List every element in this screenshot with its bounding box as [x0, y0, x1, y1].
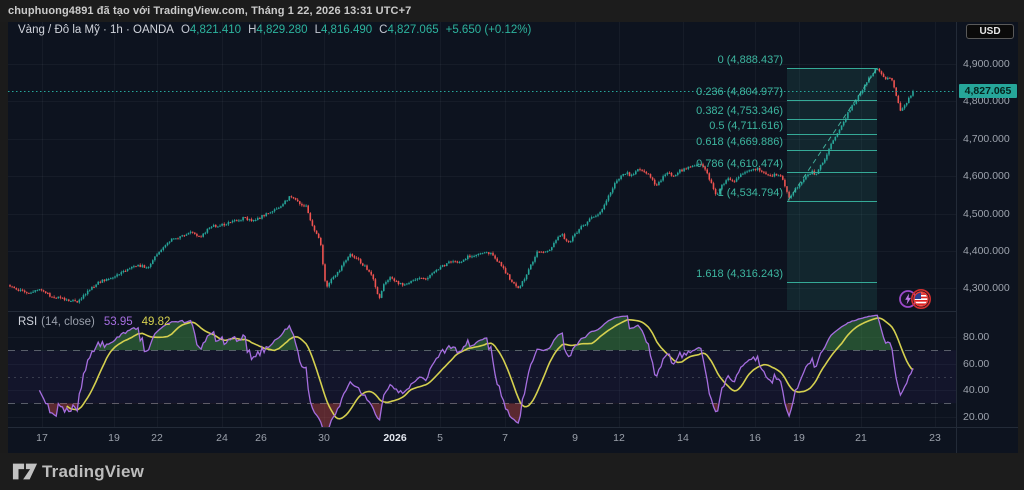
- time-axis-tick: 30: [318, 432, 330, 444]
- rsi-axis-tick: 80.00: [963, 331, 990, 343]
- fib-level-label: 0.5 (4,711.616): [709, 120, 783, 133]
- time-axis-tick: 9: [572, 432, 578, 444]
- time-axis-tick: 23: [929, 432, 941, 444]
- price-axis-tick: 4,600.000: [963, 170, 1010, 183]
- fib-level-label: 1.618 (4,316.243): [696, 268, 783, 281]
- time-axis-tick: 21: [855, 432, 867, 444]
- rsi-params: (14, close): [41, 316, 95, 328]
- price-change: +5.650 (+0.12%): [445, 24, 532, 36]
- fib-level-label: 0 (4,888.437): [717, 54, 783, 67]
- time-axis-tick: 24: [216, 432, 228, 444]
- economic-event-us-flag-icon[interactable]: [910, 288, 932, 310]
- time-axis-tick: 17: [36, 432, 48, 444]
- ohlc-value: 4,829.280: [256, 24, 308, 36]
- ohlc-label: H: [248, 24, 257, 36]
- time-axis-tick: 12: [613, 432, 625, 444]
- ohlc-label: C: [379, 24, 388, 36]
- tradingview-wordmark[interactable]: TradingView: [42, 461, 145, 481]
- time-axis-tick: 5: [437, 432, 443, 444]
- tradingview-logo[interactable]: [12, 462, 38, 481]
- ohlc-value: 4,821.410: [189, 24, 242, 36]
- time-axis-tick: 7: [502, 432, 508, 444]
- rsi-indicator-title[interactable]: RSI: [18, 316, 38, 328]
- rsi-ma-value: 49.82: [141, 316, 171, 328]
- fib-level-label: 0.618 (4,669.886): [696, 136, 783, 149]
- price-axis-tick: 4,500.000: [963, 207, 1010, 220]
- price-axis-tick: 4,800.000: [963, 95, 1010, 108]
- time-axis-tick: 19: [793, 432, 805, 444]
- ohlc-value: 4,816.490: [320, 24, 373, 36]
- price-axis-tick: 4,700.000: [963, 132, 1010, 145]
- ohlc-value: 4,827.065: [387, 24, 439, 36]
- rsi-axis-tick: 60.00: [963, 357, 990, 370]
- event-markers: [896, 289, 936, 309]
- fib-level-label: 0.786 (4,610.474): [696, 158, 783, 171]
- last-price-badge: 4,827.065: [959, 84, 1017, 98]
- time-axis-tick: 26: [255, 432, 267, 444]
- time-axis-tick: 19: [108, 432, 120, 444]
- rsi-axis-tick: 20.00: [963, 410, 990, 423]
- ohlc-label: O: [180, 24, 190, 36]
- symbol-title[interactable]: Vàng / Đô la Mỹ · 1h · OANDA: [18, 24, 174, 36]
- time-axis-tick: 14: [677, 432, 689, 444]
- time-axis-tick: 22: [151, 432, 163, 444]
- fib-level-label: 1 (4,534.794): [717, 186, 783, 199]
- rsi-legend: RSI (14, close) 53.95 49.82: [18, 316, 170, 328]
- time-axis-tick: 16: [749, 432, 761, 444]
- branding-bar: TradingView: [0, 453, 1024, 490]
- rsi-axis-tick: 40.00: [963, 384, 990, 396]
- ohlc-label: L: [314, 24, 321, 36]
- price-axis-tick: 4,300.000: [963, 282, 1010, 295]
- fib-level-label: 0.236 (4,804.977): [696, 85, 783, 98]
- time-axis-tick: 2026: [383, 432, 407, 444]
- fib-level-label: 0.382 (4,753.346): [696, 104, 783, 117]
- currency-toggle-button[interactable]: USD: [966, 24, 1014, 39]
- ohlc-values: O4,821.410 H4,829.280 L4,816.490 C4,827.065: [174, 24, 439, 36]
- rsi-value: 53.95: [103, 316, 133, 328]
- symbol-legend: Vàng / Đô la Mỹ · 1h · OANDA O4,821.410 H4…: [18, 24, 531, 36]
- price-axis-tick: 4,900.000: [963, 58, 1010, 70]
- price-axis-tick: 4,400.000: [963, 245, 1010, 257]
